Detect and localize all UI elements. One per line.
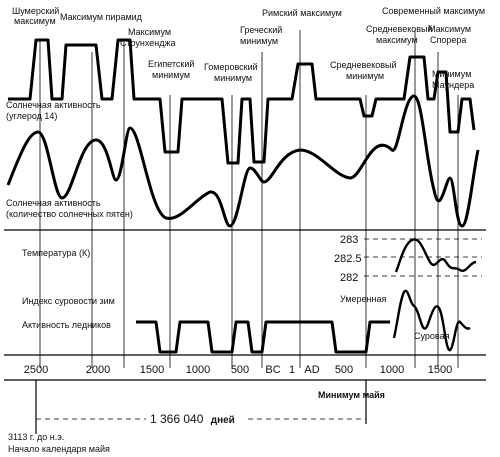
maya-days-count: 1 366 040 дней [150, 412, 235, 426]
label-sporer-maximum: Максимум Спорера [428, 24, 474, 45]
row-label-solar-c14: Солнечная активность (углерод 14) [6, 100, 103, 121]
label-pyramid-maximum: Максимум пирамид [60, 12, 143, 22]
row-label-winter-severity: Индекс суровости зим [22, 296, 115, 306]
winter-label-severe: Суровая [414, 331, 450, 341]
axis-tick-500-ad: 500 [335, 364, 353, 376]
label-medieval-maximum: Средневековый максимум [366, 24, 435, 45]
winter-label-moderate: Умеренная [340, 294, 386, 304]
temperature-trace [394, 238, 477, 273]
period-guide-lines [39, 30, 459, 368]
winter-severity-trace [392, 289, 471, 352]
label-homeric-minimum: Гомеровский минимум [204, 62, 260, 83]
row-label-glacier-activity: Активность ледников [22, 320, 111, 330]
solar-activity-sunspots-trace [6, 94, 480, 228]
x-axis-ticks: 2500 2000 1500 1000 500 BC 1 AD 500 1000… [24, 364, 452, 376]
label-egyptian-minimum: Египетский минимум [148, 59, 197, 80]
label-modern-maximum: Современный максимум [382, 6, 485, 16]
axis-tick-1500-ad: 1500 [428, 364, 452, 376]
footer-note: 3113 г. до н.э. Начало календаря майя [8, 432, 110, 454]
axis-tick-1500: 1500 [140, 364, 164, 376]
axis-tick-500-bc: 500 [231, 364, 249, 376]
temperature-tick-282-5: 282.5 [334, 253, 362, 265]
temperature-tick-282: 282 [340, 272, 358, 284]
axis-tick-ad: AD [304, 364, 319, 376]
label-sumerian-maximum: Шумерский максимум [12, 6, 62, 26]
glacier-activity-trace [136, 320, 390, 354]
label-roman-maximum: Римский максимум [262, 8, 342, 18]
axis-tick-1: 1 [289, 364, 295, 376]
label-maunder-minimum: Минимум Маундера [432, 69, 474, 90]
axis-tick-2000: 2000 [86, 364, 110, 376]
row-label-temperature: Температура (К) [22, 248, 90, 258]
temperature-tick-283: 283 [340, 234, 358, 246]
axis-tick-1000-ad: 1000 [380, 364, 404, 376]
row-label-solar-sunspots: Солнечная активность (количество солнечн… [6, 198, 133, 219]
axis-tick-2500: 2500 [24, 364, 48, 376]
label-greek-minimum: Греческий минимум [240, 25, 285, 46]
axis-tick-bc: BC [265, 364, 280, 376]
label-medieval-minimum: Средневековый минимум [330, 60, 399, 81]
axis-tick-1000: 1000 [186, 364, 210, 376]
label-maya-minimum: Минимум майя [318, 390, 385, 400]
solar-activity-c14-trace [8, 38, 476, 165]
label-stonehenge-maximum: Максимум Стоунхенджа [120, 27, 176, 48]
